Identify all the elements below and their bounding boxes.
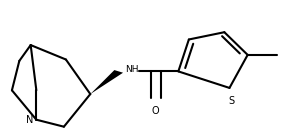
Text: NH: NH [125,65,139,74]
Polygon shape [90,70,123,94]
Text: O: O [152,106,159,116]
Text: N: N [26,115,34,125]
Text: S: S [229,96,235,106]
